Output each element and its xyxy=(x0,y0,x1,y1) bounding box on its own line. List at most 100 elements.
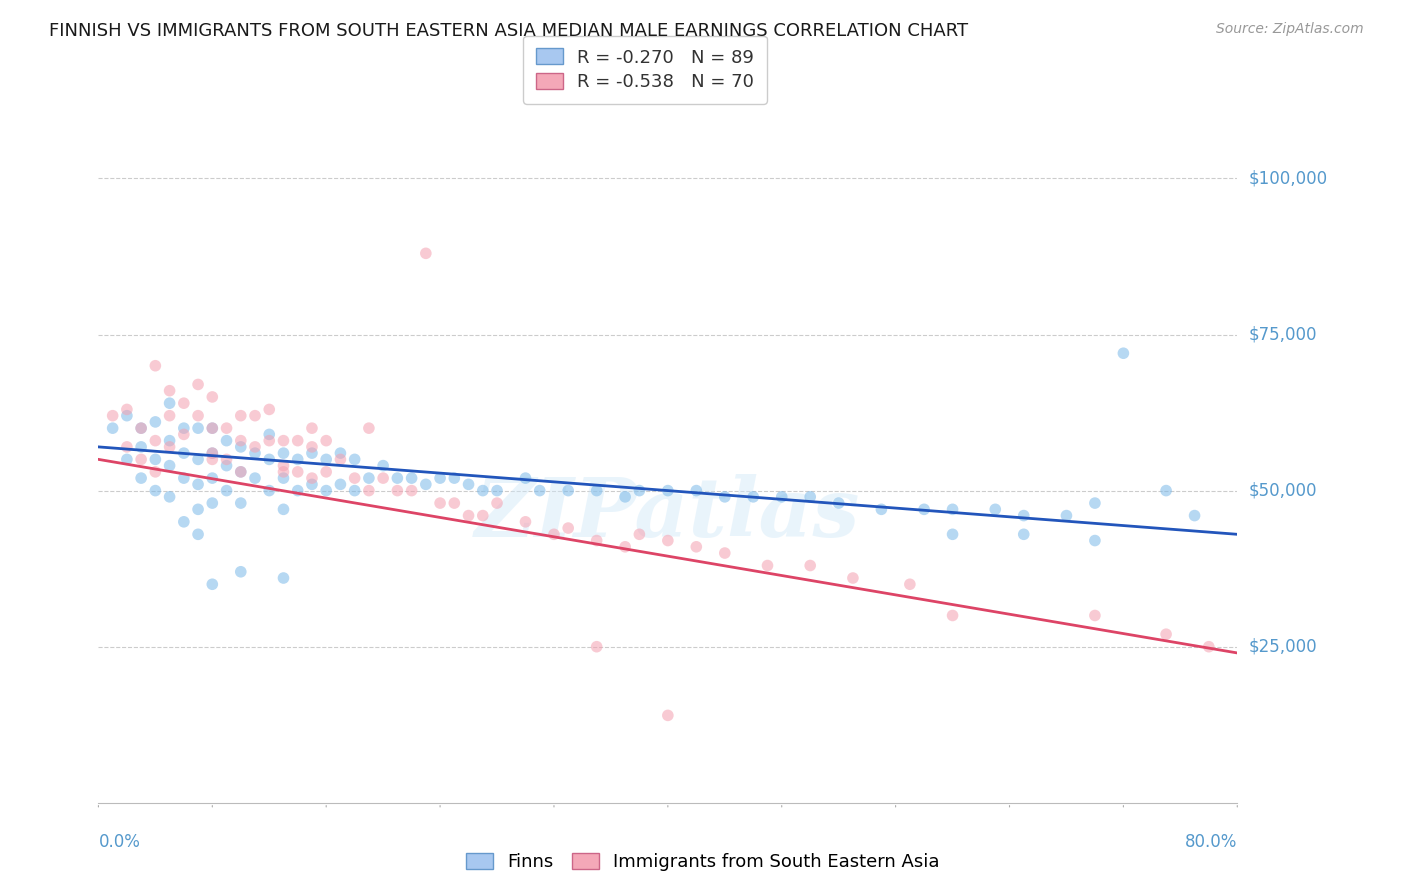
Point xyxy=(229,440,252,454)
Point xyxy=(201,421,224,435)
Point xyxy=(543,527,565,541)
Point xyxy=(486,496,509,510)
Point xyxy=(842,571,865,585)
Point xyxy=(799,558,821,573)
Text: $100,000: $100,000 xyxy=(1249,169,1327,187)
Point xyxy=(287,483,309,498)
Point xyxy=(443,496,465,510)
Point xyxy=(984,502,1007,516)
Point xyxy=(557,483,579,498)
Point xyxy=(273,471,295,485)
Point xyxy=(259,483,281,498)
Point xyxy=(115,440,138,454)
Point xyxy=(129,440,152,454)
Text: Source: ZipAtlas.com: Source: ZipAtlas.com xyxy=(1216,22,1364,37)
Point xyxy=(159,440,181,454)
Point xyxy=(173,515,195,529)
Point xyxy=(685,483,707,498)
Point xyxy=(315,434,337,448)
Point xyxy=(129,421,152,435)
Point xyxy=(357,421,380,435)
Point xyxy=(1012,527,1035,541)
Point xyxy=(657,483,679,498)
Point xyxy=(756,558,779,573)
Point xyxy=(329,446,352,460)
Point xyxy=(273,502,295,516)
Point xyxy=(1154,627,1177,641)
Point xyxy=(515,471,537,485)
Point xyxy=(273,458,295,473)
Point xyxy=(229,565,252,579)
Point xyxy=(243,446,266,460)
Point xyxy=(273,446,295,460)
Point xyxy=(145,465,167,479)
Point xyxy=(870,502,893,516)
Point xyxy=(215,421,238,435)
Point xyxy=(201,496,224,510)
Point xyxy=(159,409,181,423)
Point xyxy=(1112,346,1135,360)
Point xyxy=(415,246,437,260)
Point xyxy=(486,483,509,498)
Point xyxy=(657,708,679,723)
Point xyxy=(942,608,965,623)
Point xyxy=(557,521,579,535)
Point xyxy=(173,471,195,485)
Point xyxy=(101,421,124,435)
Point xyxy=(471,483,494,498)
Point xyxy=(357,471,380,485)
Point xyxy=(1154,483,1177,498)
Point xyxy=(229,434,252,448)
Point xyxy=(515,515,537,529)
Point xyxy=(401,471,423,485)
Point xyxy=(201,446,224,460)
Point xyxy=(357,483,380,498)
Point xyxy=(343,471,366,485)
Point xyxy=(173,421,195,435)
Point xyxy=(215,434,238,448)
Point xyxy=(115,402,138,417)
Point xyxy=(329,477,352,491)
Point xyxy=(1184,508,1206,523)
Point xyxy=(287,452,309,467)
Point xyxy=(201,421,224,435)
Point xyxy=(201,446,224,460)
Point xyxy=(301,446,323,460)
Point xyxy=(401,483,423,498)
Point xyxy=(201,471,224,485)
Point xyxy=(614,490,637,504)
Point xyxy=(187,502,209,516)
Point xyxy=(1084,533,1107,548)
Point xyxy=(159,384,181,398)
Point xyxy=(315,465,337,479)
Point xyxy=(259,452,281,467)
Point xyxy=(415,477,437,491)
Point xyxy=(387,471,409,485)
Point xyxy=(145,359,167,373)
Point xyxy=(259,427,281,442)
Point xyxy=(770,490,793,504)
Point xyxy=(273,571,295,585)
Point xyxy=(429,471,451,485)
Point xyxy=(343,452,366,467)
Point xyxy=(585,483,607,498)
Point xyxy=(229,465,252,479)
Point xyxy=(145,483,167,498)
Point xyxy=(229,465,252,479)
Point xyxy=(315,483,337,498)
Point xyxy=(585,640,607,654)
Point xyxy=(457,477,479,491)
Point xyxy=(585,533,607,548)
Point xyxy=(243,409,266,423)
Point xyxy=(828,496,851,510)
Text: $25,000: $25,000 xyxy=(1249,638,1317,656)
Point xyxy=(343,483,366,498)
Point xyxy=(243,440,266,454)
Point xyxy=(201,577,224,591)
Point xyxy=(287,465,309,479)
Point xyxy=(1056,508,1078,523)
Point xyxy=(145,452,167,467)
Point xyxy=(159,458,181,473)
Point xyxy=(457,508,479,523)
Legend: Finns, Immigrants from South Eastern Asia: Finns, Immigrants from South Eastern Asi… xyxy=(458,846,948,879)
